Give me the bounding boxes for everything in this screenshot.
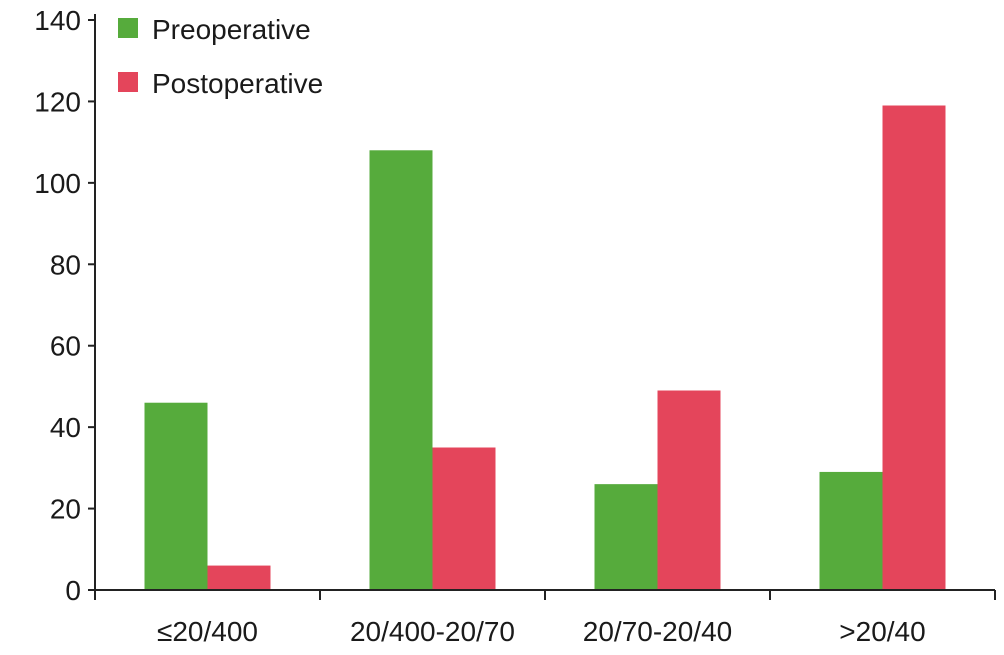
- legend-swatch-postoperative: [118, 72, 138, 92]
- y-tick-label: 60: [50, 331, 81, 362]
- bar-postoperative-1: [432, 447, 496, 590]
- bar-postoperative-3: [882, 105, 946, 590]
- y-tick-label: 120: [34, 86, 81, 117]
- bar-preoperative-3: [819, 471, 883, 590]
- y-tick-label: 100: [34, 168, 81, 199]
- legend-swatch-preoperative: [118, 18, 138, 38]
- x-tick-label: ≤20/400: [157, 616, 258, 647]
- x-tick-label: >20/40: [839, 616, 925, 647]
- bar-postoperative-2: [657, 390, 721, 590]
- legend: Preoperative Postoperative: [118, 14, 323, 99]
- bar-postoperative-0: [207, 565, 271, 590]
- y-tick-label: 40: [50, 412, 81, 443]
- axes-layer: 0 20 40 60 80 100 120 140 ≤20/400 20/400-20/70 20/…: [34, 5, 996, 647]
- y-tick-label: 80: [50, 249, 81, 280]
- y-tick-label: 0: [65, 575, 81, 606]
- legend-label-preoperative: Preoperative: [152, 14, 311, 45]
- y-tick-label: 140: [34, 5, 81, 36]
- bars-layer: [144, 105, 946, 591]
- y-tick-label: 20: [50, 494, 81, 525]
- bar-preoperative-1: [369, 150, 433, 591]
- bar-preoperative-2: [594, 484, 658, 590]
- legend-label-postoperative: Postoperative: [152, 68, 323, 99]
- x-tick-label: 20/70-20/40: [583, 616, 732, 647]
- bar-preoperative-0: [144, 402, 208, 590]
- x-tick-label: 20/400-20/70: [350, 616, 515, 647]
